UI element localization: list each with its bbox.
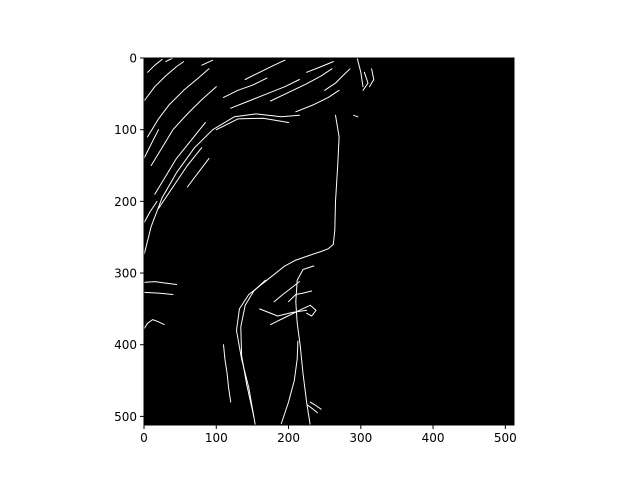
y-tick-label: 100 xyxy=(114,123,137,137)
edge-bottom-short-line xyxy=(309,401,322,410)
y-tick-label: 500 xyxy=(114,410,137,424)
edge-knee-detail-2 xyxy=(270,304,311,326)
edge-knee-detail-3 xyxy=(306,304,317,317)
edge-texture-4 xyxy=(150,86,217,166)
edge-upper-arc-inner xyxy=(215,117,289,131)
x-tick-label: 400 xyxy=(422,431,445,445)
edge-texture-13 xyxy=(324,68,351,91)
edge-knee-detail-5 xyxy=(273,281,300,303)
image-background xyxy=(144,58,514,425)
edge-texture-14 xyxy=(143,129,159,159)
edge-left-horizontal-2 xyxy=(143,281,177,285)
x-tick-label: 0 xyxy=(140,431,148,445)
y-tick-label: 0 xyxy=(129,52,137,66)
x-tick-label: 300 xyxy=(349,431,372,445)
edge-texture-2 xyxy=(143,61,185,102)
edge-texture-8 xyxy=(230,79,300,109)
x-tick-label: 200 xyxy=(277,431,300,445)
edge-knee-detail-4 xyxy=(288,290,313,303)
edge-texture-7 xyxy=(223,77,268,98)
edge-upper-arc xyxy=(143,113,300,256)
edge-texture-6 xyxy=(158,147,203,209)
edge-knee-detail-1 xyxy=(259,308,308,317)
edge-right-fragment-3 xyxy=(369,68,375,88)
edge-texture-1 xyxy=(147,58,163,73)
x-tick-label: 100 xyxy=(205,431,228,445)
edge-texture-16 xyxy=(165,57,174,63)
axes-frame xyxy=(143,57,515,426)
x-axis: 0 100 200 300 400 500 xyxy=(140,425,517,445)
edge-texture-15 xyxy=(186,157,210,188)
edge-right-fragment-1 xyxy=(356,57,364,88)
edge-texture-18 xyxy=(143,200,158,224)
edge-texture-11 xyxy=(295,89,340,113)
edge-thigh-line xyxy=(280,340,299,425)
edge-left-inner-contour xyxy=(240,279,266,417)
y-tick-label: 300 xyxy=(114,267,137,281)
edge-left-bottom-squiggle xyxy=(143,319,165,330)
edge-right-fragment-4 xyxy=(353,114,359,118)
edge-texture-10 xyxy=(270,68,333,102)
y-axis: 0 100 200 300 400 500 xyxy=(114,52,144,424)
edge-texture-12 xyxy=(306,61,334,73)
plot-area xyxy=(143,57,515,426)
edge-texture-5 xyxy=(154,122,206,195)
edges-layer xyxy=(143,57,375,426)
edge-main-contour xyxy=(236,114,340,426)
edge-texture-3 xyxy=(147,68,210,138)
y-tick-label: 200 xyxy=(114,195,137,209)
edge-right-fragment-2 xyxy=(362,71,369,91)
x-tick-label: 500 xyxy=(494,431,517,445)
edge-tiny-vertical xyxy=(223,344,232,403)
edge-left-horizontal-1 xyxy=(143,291,174,295)
edge-texture-17 xyxy=(201,59,214,66)
edge-texture-9 xyxy=(244,59,286,80)
y-tick-label: 400 xyxy=(114,338,137,352)
edge-bottom-short-line-2 xyxy=(306,404,318,414)
edge-inner-right-contour xyxy=(295,265,315,426)
